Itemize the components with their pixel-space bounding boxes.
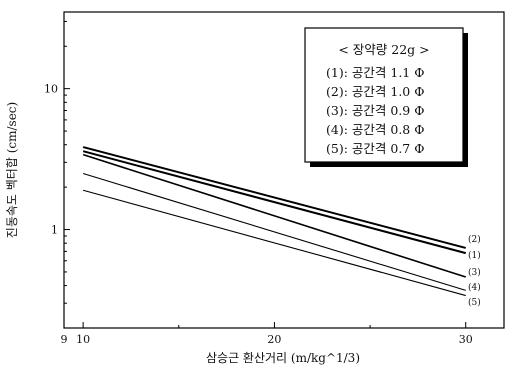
legend-entry-4: (4): 공간격 0.8 Φ: [326, 122, 424, 137]
legend-entry-1: (1): 공간격 1.1 Φ: [326, 65, 424, 80]
end-label-1: (1): [468, 250, 481, 261]
end-label-2: (2): [468, 234, 481, 245]
end-label-layer: (2) (1) (3) (4) (5): [468, 234, 481, 308]
x-tick-label-30: 30: [459, 333, 473, 346]
legend-entry-2: (2): 공간격 1.0 Φ: [326, 84, 424, 99]
legend-box: < 장약량 22g > (1): 공간격 1.1 Φ (2): 공간격 1.0 …: [304, 27, 468, 167]
legend-title: < 장약량 22g >: [338, 42, 429, 57]
x-tick-label-9: 9: [61, 333, 68, 346]
legend-entry-5: (5): 공간격 0.7 Φ: [326, 141, 424, 156]
end-label-5: (5): [468, 297, 481, 308]
tick-layer: 9 10 20 30 1 10: [44, 20, 473, 346]
series-line-5: [82, 189, 466, 297]
series-line-2: [82, 146, 466, 249]
series-line-3: [82, 153, 466, 278]
end-label-3: (3): [468, 267, 481, 278]
series-line-1: [82, 150, 466, 255]
series-line-4: [82, 172, 466, 291]
x-tick-label-20: 20: [267, 333, 281, 346]
x-tick-label-10: 10: [76, 333, 90, 346]
x-axis-title: 삼승근 환산거리 (m/kg^1/3): [206, 351, 360, 365]
series-layer: [82, 146, 466, 297]
y-tick-label-1: 1: [51, 224, 58, 237]
y-tick-label-10: 10: [44, 83, 58, 96]
plot-frame: [63, 11, 505, 329]
legend-entry-3: (3): 공간격 0.9 Φ: [326, 103, 424, 118]
y-axis-title: 진동속도 벡터합 (cm/sec): [5, 102, 19, 238]
end-label-4: (4): [468, 282, 481, 293]
legend-frame: [304, 27, 464, 163]
